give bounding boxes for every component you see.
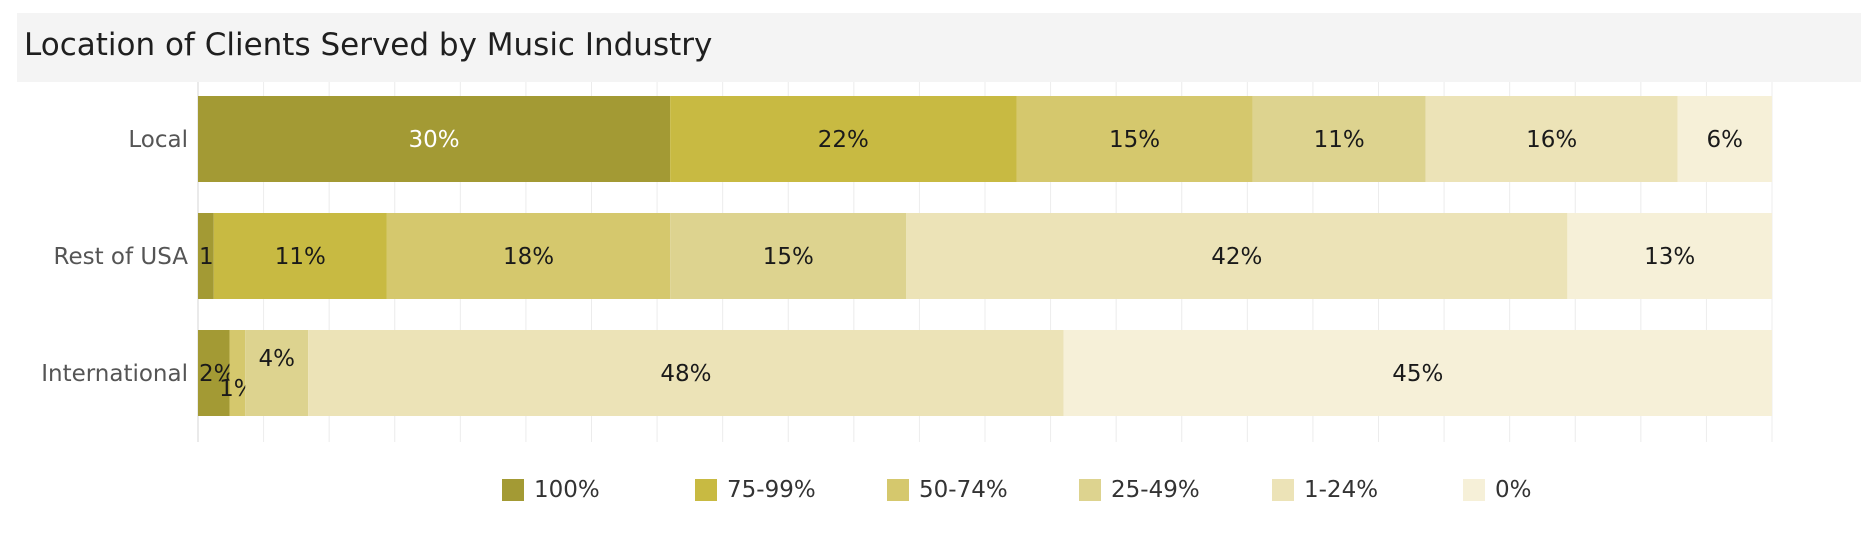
bar-segment[interactable] bbox=[198, 213, 214, 299]
legend-label: 100% bbox=[534, 477, 600, 503]
bar-segment[interactable] bbox=[1016, 96, 1253, 182]
bar-segment[interactable] bbox=[386, 213, 671, 299]
bar-segment[interactable] bbox=[1425, 96, 1678, 182]
legend-item[interactable]: 1-24% bbox=[1272, 470, 1378, 510]
data-label: 22% bbox=[818, 127, 869, 153]
data-label: 48% bbox=[660, 361, 711, 387]
bar-segment[interactable] bbox=[245, 330, 309, 416]
category-label: Rest of USA bbox=[54, 244, 189, 270]
legend-swatch bbox=[695, 479, 717, 501]
legend-label: 50-74% bbox=[919, 477, 1008, 503]
data-label: 15% bbox=[763, 244, 814, 270]
legend-swatch bbox=[1463, 479, 1485, 501]
bar-segment[interactable] bbox=[670, 213, 907, 299]
category-label: Local bbox=[128, 127, 188, 153]
title-bar: Location of Clients Served by Music Indu… bbox=[17, 13, 1861, 82]
data-label: 30% bbox=[409, 127, 460, 153]
legend-item[interactable]: 75-99% bbox=[695, 470, 816, 510]
legend-swatch bbox=[1079, 479, 1101, 501]
legend-item[interactable]: 0% bbox=[1463, 470, 1532, 510]
data-label: 16% bbox=[1526, 127, 1577, 153]
data-label: 15% bbox=[1109, 127, 1160, 153]
data-label: 45% bbox=[1392, 361, 1443, 387]
bar-segment[interactable] bbox=[229, 330, 246, 416]
legend-label: 0% bbox=[1495, 477, 1532, 503]
data-label: 42% bbox=[1211, 244, 1262, 270]
bar-segment[interactable] bbox=[670, 96, 1017, 182]
legend-swatch bbox=[502, 479, 524, 501]
data-label: 11% bbox=[275, 244, 326, 270]
bar-segment[interactable] bbox=[1252, 96, 1426, 182]
data-label: 2% bbox=[199, 361, 236, 387]
bar-segment[interactable] bbox=[198, 96, 671, 182]
chart-title: Location of Clients Served by Music Indu… bbox=[24, 27, 713, 63]
legend-swatch bbox=[1272, 479, 1294, 501]
bar-segment[interactable] bbox=[1567, 213, 1772, 299]
bar-segment[interactable] bbox=[213, 213, 387, 299]
bar-segment[interactable] bbox=[308, 330, 1064, 416]
data-label: 6% bbox=[1707, 127, 1744, 153]
data-label: 4% bbox=[258, 346, 295, 372]
legend-item[interactable]: 50-74% bbox=[887, 470, 1008, 510]
data-label: 13% bbox=[1644, 244, 1695, 270]
legend-label: 1-24% bbox=[1304, 477, 1379, 503]
category-label: International bbox=[41, 361, 188, 387]
legend-swatch bbox=[887, 479, 909, 501]
data-label: 18% bbox=[503, 244, 554, 270]
bar-segment[interactable] bbox=[1063, 330, 1772, 416]
legend-label: 25-49% bbox=[1111, 477, 1200, 503]
bar-segment[interactable] bbox=[198, 330, 230, 416]
bar-segment[interactable] bbox=[906, 213, 1568, 299]
data-label: 11% bbox=[1314, 127, 1365, 153]
legend-item[interactable]: 100% bbox=[502, 470, 600, 510]
legend-label: 75-99% bbox=[727, 477, 816, 503]
legend: 100% 75-99% 50-74% 25-49% 1-24% 0% bbox=[0, 470, 1861, 510]
bar-segment[interactable] bbox=[1677, 96, 1772, 182]
legend-item[interactable]: 25-49% bbox=[1079, 470, 1200, 510]
